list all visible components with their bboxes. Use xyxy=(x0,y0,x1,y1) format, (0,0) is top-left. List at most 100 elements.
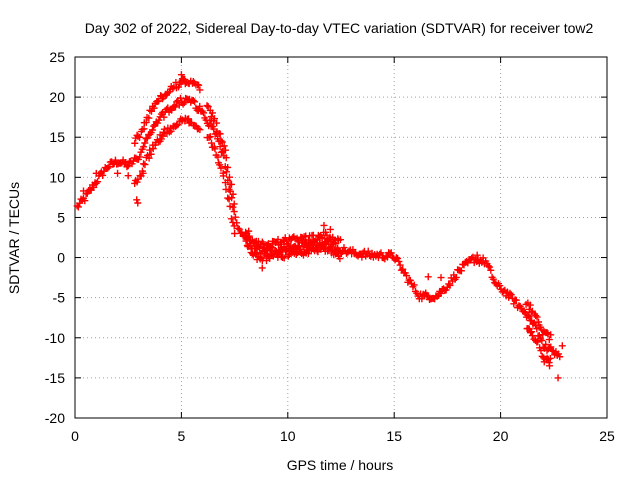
y-tick-label: 5 xyxy=(57,209,65,225)
data-point xyxy=(535,332,543,340)
data-point xyxy=(512,296,520,304)
data-point xyxy=(506,289,514,297)
data-point xyxy=(230,200,238,208)
data-point xyxy=(90,183,98,191)
data-point xyxy=(524,311,532,319)
data-point xyxy=(533,313,541,321)
data-point xyxy=(160,125,168,133)
y-tick-label: -20 xyxy=(45,410,65,426)
data-point xyxy=(86,185,94,193)
data-point xyxy=(437,289,445,297)
data-point xyxy=(445,280,453,288)
data-point xyxy=(245,232,253,240)
data-point xyxy=(139,169,147,177)
data-point xyxy=(242,228,250,236)
data-point xyxy=(484,262,492,270)
data-point xyxy=(473,251,481,259)
data-point xyxy=(99,171,107,179)
data-point xyxy=(538,337,546,345)
data-point xyxy=(177,71,185,79)
data-point xyxy=(468,254,476,262)
data-point xyxy=(410,281,418,289)
data-point xyxy=(80,187,88,195)
data-point xyxy=(533,325,541,333)
data-point xyxy=(167,127,175,135)
data-point xyxy=(231,229,239,237)
data-point xyxy=(547,343,555,351)
data-point xyxy=(123,163,131,171)
data-point xyxy=(399,265,407,273)
data-point xyxy=(92,179,100,187)
x-tick-label: 10 xyxy=(280,428,296,444)
data-point xyxy=(178,75,186,83)
data-point xyxy=(486,263,494,271)
data-points xyxy=(73,71,566,382)
y-tick-label: 0 xyxy=(57,250,65,266)
data-point xyxy=(487,266,495,274)
data-point xyxy=(196,126,204,134)
data-point xyxy=(233,219,241,227)
data-point xyxy=(203,102,211,110)
data-point xyxy=(160,128,168,136)
data-point xyxy=(155,97,163,105)
data-point xyxy=(229,203,237,211)
data-point xyxy=(146,146,154,154)
data-point xyxy=(377,249,385,257)
data-point xyxy=(396,261,404,269)
data-point xyxy=(496,282,504,290)
data-point xyxy=(418,295,426,303)
data-point xyxy=(280,254,288,262)
data-point xyxy=(140,125,148,133)
data-point xyxy=(219,172,227,180)
data-point xyxy=(537,335,545,343)
data-point xyxy=(538,352,546,360)
data-point xyxy=(74,203,82,211)
data-point xyxy=(554,374,562,382)
data-point xyxy=(230,208,238,216)
data-point xyxy=(189,97,197,105)
data-point xyxy=(134,132,142,140)
data-point xyxy=(336,236,344,244)
y-axis-label: SDTVAR / TECUs xyxy=(6,182,22,294)
data-point xyxy=(358,253,366,261)
data-point xyxy=(556,353,564,361)
data-point xyxy=(195,81,203,89)
data-point xyxy=(258,264,266,272)
data-point xyxy=(500,287,508,295)
data-point xyxy=(196,102,204,110)
data-point xyxy=(253,249,261,257)
data-point xyxy=(105,163,113,171)
data-point xyxy=(336,255,344,263)
data-point xyxy=(211,145,219,153)
x-tick-label: 5 xyxy=(178,428,186,444)
data-point xyxy=(433,292,441,300)
data-point xyxy=(111,156,119,164)
data-point xyxy=(104,164,112,172)
data-point xyxy=(220,142,228,150)
data-point xyxy=(283,246,291,254)
data-point xyxy=(227,180,235,188)
chart-title: Day 302 of 2022, Sidereal Day-to-day VTE… xyxy=(85,20,594,36)
data-point xyxy=(171,103,179,111)
data-point xyxy=(211,115,219,123)
plot-frame xyxy=(74,56,608,419)
data-point xyxy=(224,163,232,171)
data-point xyxy=(489,275,497,283)
data-point xyxy=(227,215,235,223)
data-point xyxy=(179,100,187,108)
data-point xyxy=(205,134,213,142)
data-point xyxy=(229,190,237,198)
data-point xyxy=(320,221,328,229)
data-point xyxy=(558,342,566,350)
data-point xyxy=(321,241,329,249)
data-point xyxy=(194,125,202,133)
data-point xyxy=(133,196,141,204)
data-point xyxy=(525,313,533,321)
data-point xyxy=(403,272,411,280)
y-tick-label: -10 xyxy=(45,330,65,346)
data-point xyxy=(340,244,348,252)
data-point xyxy=(134,199,142,207)
data-point xyxy=(266,254,274,262)
data-point xyxy=(142,118,150,126)
